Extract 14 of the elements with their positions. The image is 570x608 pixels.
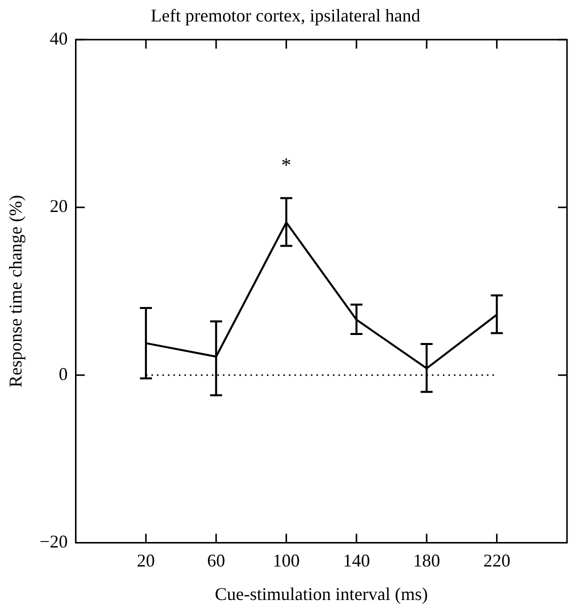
x-tick-label: 220: [483, 550, 510, 570]
x-tick-label: 100: [272, 550, 300, 570]
chart-title: Left premotor cortex, ipsilateral hand: [150, 6, 420, 26]
y-axis-title: Response time change (%): [6, 194, 26, 388]
y-tick-label: 40: [50, 28, 68, 48]
y-tick-label: −20: [40, 532, 68, 552]
y-tick-label: 0: [58, 364, 68, 384]
x-tick-label: 60: [207, 550, 226, 570]
y-tick-label: 20: [50, 196, 68, 216]
x-tick-label: 140: [342, 550, 370, 570]
x-tick-label: 20: [136, 550, 155, 570]
x-axis-title: Cue-stimulation interval (ms): [214, 584, 428, 604]
x-tick-label: 180: [413, 550, 440, 570]
annotation: *: [281, 154, 292, 176]
